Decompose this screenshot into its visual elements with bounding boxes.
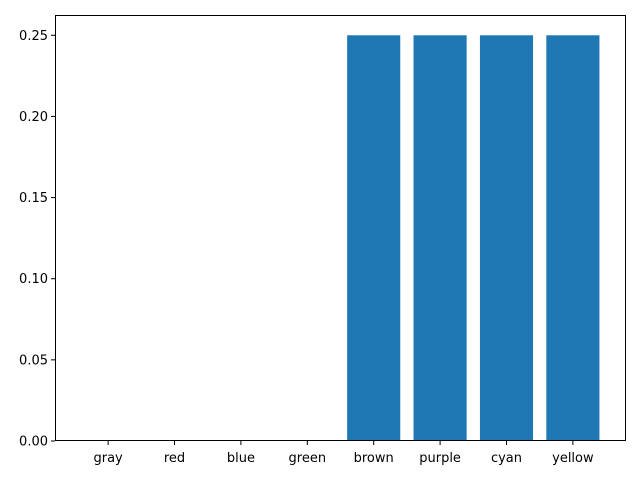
x-tick-label: cyan <box>491 451 522 466</box>
bars-group <box>347 35 600 442</box>
y-tick-label: 0.00 <box>19 435 48 450</box>
bar-purple <box>413 35 467 442</box>
x-tick-label: gray <box>93 451 123 466</box>
x-tick-label: red <box>164 451 185 466</box>
bar-yellow <box>546 35 600 442</box>
x-axis-ticks: gray red blue green brown purple cyan yellow <box>93 441 594 466</box>
x-tick-label: yellow <box>552 451 594 466</box>
y-tick-label: 0.15 <box>19 191 48 206</box>
y-axis-ticks: 0.00 0.05 0.10 0.15 0.20 0.25 <box>19 29 55 450</box>
x-tick-label: blue <box>227 451 255 466</box>
x-tick-label: green <box>289 451 327 466</box>
bar-cyan <box>479 35 534 442</box>
x-tick-label: purple <box>419 451 461 466</box>
y-tick-label: 0.25 <box>19 29 48 44</box>
y-tick-label: 0.05 <box>19 353 48 368</box>
x-tick-label: brown <box>354 451 394 466</box>
y-tick-label: 0.20 <box>19 110 48 125</box>
y-tick-label: 0.10 <box>19 272 48 287</box>
bar-brown <box>347 35 401 442</box>
plot-frame <box>55 15 626 441</box>
